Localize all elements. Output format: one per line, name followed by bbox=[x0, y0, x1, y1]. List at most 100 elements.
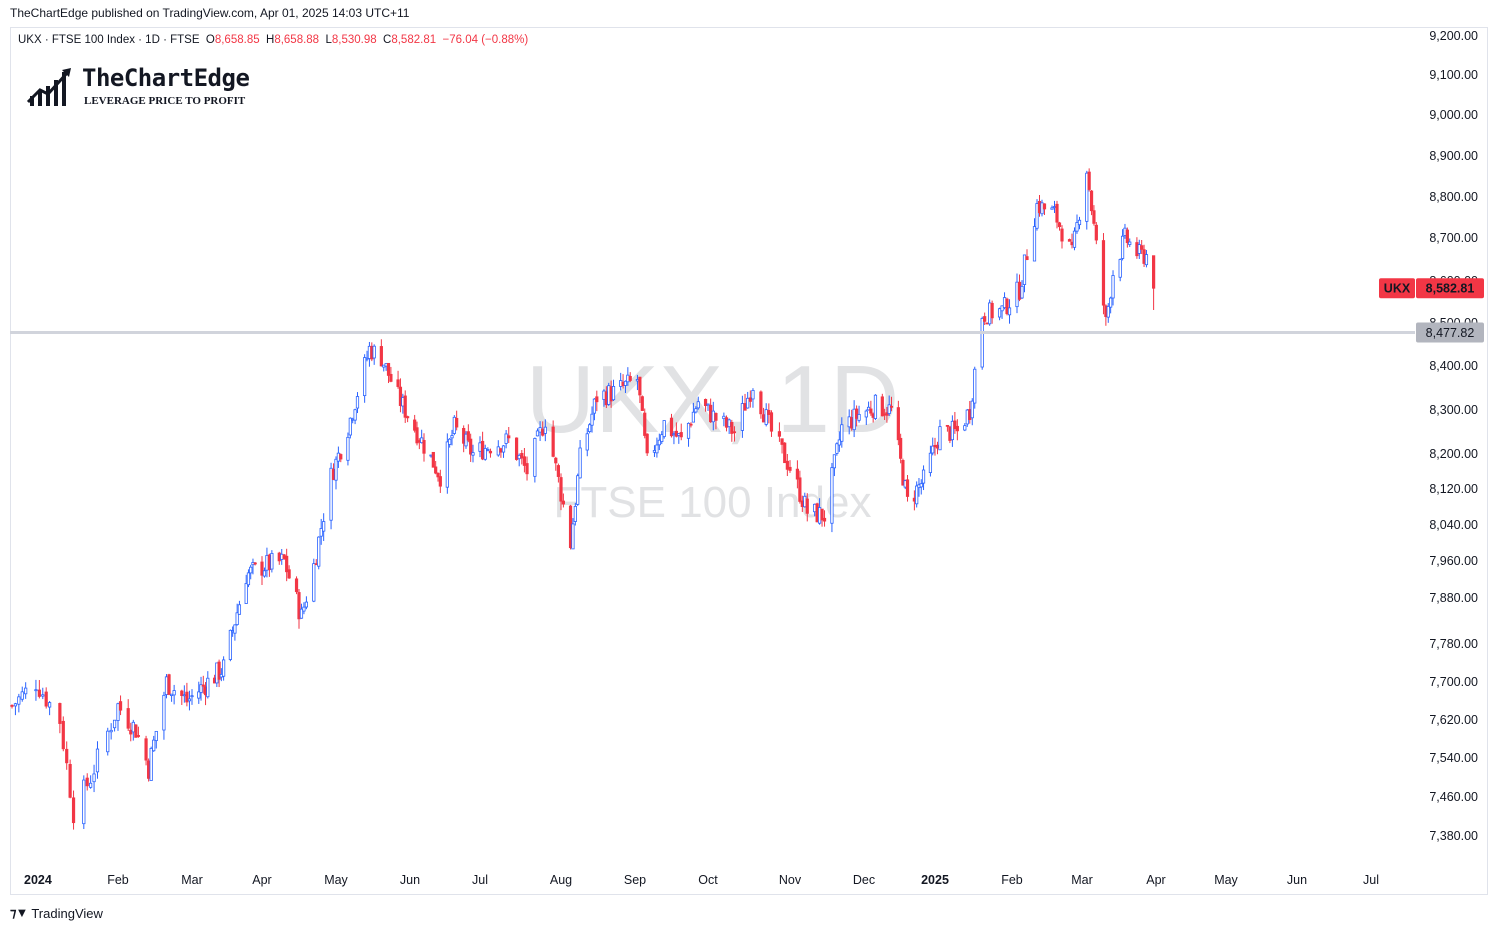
candle-body bbox=[896, 407, 900, 441]
x-tick-label: Dec bbox=[853, 873, 875, 887]
candle-body bbox=[504, 433, 508, 444]
x-tick-label: May bbox=[1214, 873, 1238, 887]
candle-body bbox=[855, 408, 859, 419]
candle-body bbox=[818, 507, 822, 524]
x-tick-label: Oct bbox=[698, 873, 718, 887]
y-tick-label: 9,000.00 bbox=[1429, 108, 1478, 122]
y-tick-label: 7,540.00 bbox=[1429, 751, 1478, 765]
candle-body bbox=[152, 739, 156, 752]
candle-body bbox=[34, 689, 38, 692]
candle-body bbox=[852, 408, 856, 431]
candle-body bbox=[167, 674, 171, 695]
candle-body bbox=[585, 433, 589, 451]
candle-body bbox=[694, 408, 698, 413]
candle-body bbox=[662, 420, 666, 437]
candle-body bbox=[1057, 222, 1062, 228]
candle-body bbox=[1060, 228, 1064, 242]
tradingview-footer[interactable]: ⁊▼ TradingView bbox=[10, 905, 103, 921]
candle-body bbox=[711, 410, 715, 423]
candle-body bbox=[973, 368, 977, 404]
candle-body bbox=[559, 477, 563, 502]
candle-body bbox=[112, 719, 117, 729]
low-label: L bbox=[325, 34, 332, 46]
x-tick-label: Feb bbox=[1001, 873, 1023, 887]
candle-body bbox=[595, 396, 599, 403]
candle-body bbox=[144, 738, 148, 761]
change-value: −76.04 (−0.88%) bbox=[442, 34, 529, 46]
candle-body bbox=[777, 431, 782, 437]
candle-body bbox=[578, 447, 582, 479]
candle-body bbox=[727, 419, 731, 428]
candle-body bbox=[1050, 207, 1054, 210]
candle-body bbox=[905, 479, 910, 497]
candle-body bbox=[751, 390, 755, 400]
candle-body bbox=[507, 435, 511, 439]
candle-body bbox=[696, 401, 700, 409]
candle-body bbox=[709, 404, 713, 423]
candle-body bbox=[1067, 239, 1072, 242]
candle-body bbox=[590, 413, 594, 426]
candle-body bbox=[915, 485, 919, 505]
candle-body bbox=[1101, 240, 1106, 306]
candle-body bbox=[386, 362, 391, 376]
chart-frame[interactable] bbox=[10, 27, 1488, 895]
candle-body bbox=[950, 420, 954, 441]
candle-body bbox=[588, 424, 592, 432]
candle-body bbox=[655, 444, 659, 454]
candle-body bbox=[963, 425, 967, 431]
candle-body bbox=[931, 445, 935, 454]
candle-body bbox=[837, 439, 841, 446]
candle-body bbox=[294, 578, 299, 593]
candle-body bbox=[997, 308, 1002, 318]
candle-body bbox=[406, 416, 410, 419]
candle-body bbox=[389, 373, 393, 382]
candle-body bbox=[730, 421, 734, 434]
candle-body bbox=[185, 691, 189, 703]
logo-tagline: LEVERAGE PRICE TO PROFIT bbox=[84, 95, 246, 107]
y-tick-label: 8,900.00 bbox=[1429, 149, 1478, 163]
candle-body bbox=[277, 552, 281, 562]
candle-body bbox=[222, 659, 226, 677]
y-tick-label: 7,960.00 bbox=[1429, 554, 1478, 568]
candle-body bbox=[948, 426, 952, 441]
candle-body bbox=[348, 417, 352, 436]
symbol-ticker[interactable]: UKX · FTSE 100 Index · 1D · FTSE bbox=[18, 34, 200, 46]
candle-body bbox=[1002, 297, 1007, 309]
candle-body bbox=[953, 420, 957, 430]
candle-body bbox=[743, 403, 747, 411]
candle-body bbox=[554, 457, 558, 464]
y-tick-label: 8,200.00 bbox=[1429, 447, 1478, 461]
candle-body bbox=[372, 345, 376, 359]
x-tick-label: Jul bbox=[1363, 873, 1379, 887]
candle-body bbox=[20, 691, 24, 700]
candle-body bbox=[235, 612, 239, 626]
candle-body bbox=[983, 316, 987, 322]
candle-body bbox=[689, 423, 693, 426]
candle-body bbox=[543, 426, 547, 434]
candle-body bbox=[1075, 222, 1079, 232]
candle-body bbox=[669, 417, 674, 437]
candle-body bbox=[486, 449, 490, 451]
candle-body bbox=[805, 498, 809, 514]
candle-body bbox=[483, 447, 487, 460]
candle-body bbox=[13, 703, 18, 707]
candle-body bbox=[190, 695, 194, 698]
candle-body bbox=[455, 417, 459, 428]
candle-body bbox=[1120, 235, 1125, 259]
candle-body bbox=[297, 592, 301, 620]
candle-body bbox=[980, 317, 984, 368]
candle-body bbox=[1089, 190, 1094, 212]
candle-body bbox=[431, 451, 435, 468]
candle-body bbox=[724, 417, 729, 428]
candle-body bbox=[48, 702, 52, 708]
open-label: O bbox=[205, 34, 215, 46]
candle-body bbox=[520, 453, 524, 459]
candle-body bbox=[1125, 229, 1129, 244]
candle-body bbox=[955, 425, 959, 432]
candle-body bbox=[317, 536, 321, 567]
candle-body bbox=[968, 409, 972, 420]
x-tick-label: Jul bbox=[472, 873, 488, 887]
close-label: C bbox=[383, 34, 392, 46]
candle-body bbox=[95, 748, 100, 773]
